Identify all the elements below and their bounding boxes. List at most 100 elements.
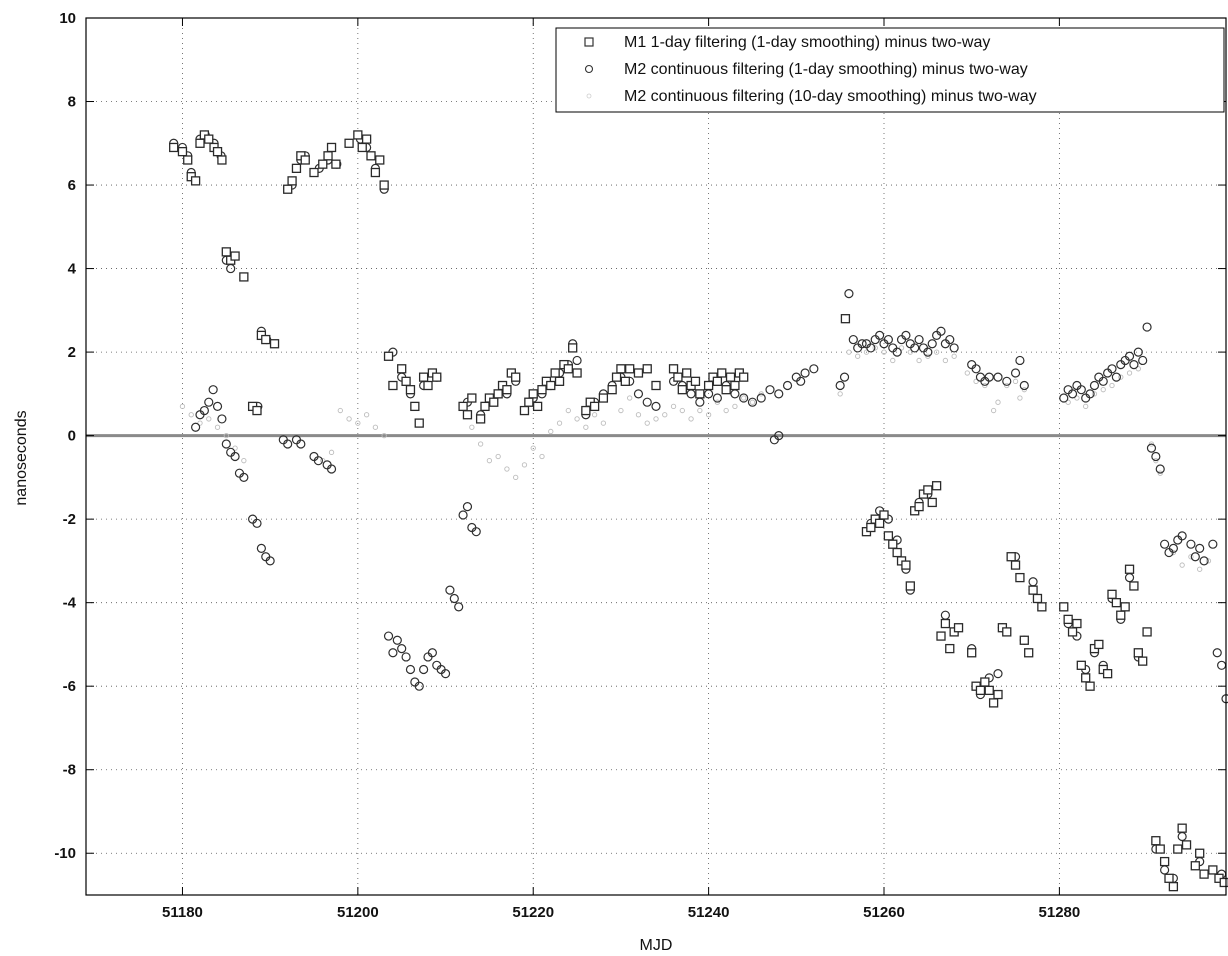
- data-point-square: [357, 142, 367, 153]
- data-point-circle: [212, 401, 223, 411]
- data-point-square: [1219, 877, 1228, 888]
- data-point-dot: [732, 403, 738, 410]
- data-point-circle: [892, 347, 902, 357]
- x-tick-label: 51220: [512, 904, 554, 921]
- data-point-square: [383, 351, 394, 361]
- data-point-square: [984, 685, 994, 696]
- data-point-dot: [1188, 554, 1194, 560]
- data-point-dot: [565, 407, 571, 414]
- y-tick-label: -4: [63, 595, 77, 612]
- data-point-square: [739, 372, 749, 382]
- data-point-dot: [964, 370, 970, 376]
- data-point-circle: [1155, 464, 1165, 474]
- data-point-square: [1085, 681, 1095, 691]
- data-point-dot: [337, 407, 343, 414]
- data-point-square: [1015, 572, 1025, 583]
- data-point-dot: [1179, 562, 1185, 568]
- data-point-square: [353, 130, 363, 140]
- data-point-dot: [188, 412, 194, 418]
- data-point-square: [1190, 861, 1200, 871]
- data-point-square: [1155, 844, 1165, 854]
- data-point-circle: [1142, 322, 1152, 332]
- data-point-dot: [363, 412, 370, 418]
- data-point-square: [183, 155, 193, 165]
- data-point-square: [366, 151, 376, 161]
- data-point-square: [546, 380, 556, 391]
- data-point-square: [888, 539, 898, 549]
- data-point-circle: [765, 385, 775, 395]
- data-point-circle: [1195, 543, 1205, 553]
- data-point-square: [323, 151, 333, 161]
- data-point-dot: [1126, 370, 1133, 376]
- data-point-circle: [1019, 380, 1029, 391]
- data-point-square: [331, 159, 341, 169]
- data-point-circle: [875, 330, 885, 340]
- data-point-circle: [949, 343, 959, 353]
- data-point-square: [432, 372, 442, 382]
- data-point-dot: [973, 378, 979, 384]
- data-point-square: [993, 689, 1003, 700]
- data-point-square: [532, 401, 543, 412]
- data-point-circle: [265, 556, 275, 566]
- data-point-square: [405, 385, 416, 395]
- data-point-square: [651, 380, 661, 391]
- data-point-circle: [419, 664, 429, 675]
- data-point-circle: [927, 339, 937, 349]
- data-point-circle: [256, 543, 266, 553]
- data-point-circle: [756, 393, 766, 403]
- data-point-square: [212, 146, 223, 157]
- data-point-square: [717, 368, 727, 378]
- data-point-square: [190, 176, 201, 186]
- data-point-circle: [1089, 380, 1100, 391]
- data-point-dot: [346, 416, 352, 422]
- data-point-square: [1107, 589, 1117, 599]
- data-point-square: [936, 631, 946, 641]
- data-point-circle: [572, 355, 582, 366]
- data-point-square: [475, 414, 486, 424]
- data-point-dot: [942, 357, 949, 364]
- data-point-square: [1028, 585, 1038, 595]
- data-point-square: [1133, 648, 1143, 658]
- data-point-circle: [914, 334, 924, 345]
- data-point-circle: [839, 372, 850, 382]
- plot-area: [86, 18, 1226, 895]
- data-point-circle: [1076, 385, 1086, 395]
- data-point-square: [568, 343, 578, 353]
- data-point-circle: [1067, 389, 1078, 399]
- data-point-dot: [1148, 441, 1155, 447]
- data-point-circle: [440, 669, 451, 679]
- data-point-dot: [749, 399, 756, 405]
- data-point-square: [563, 364, 573, 374]
- data-point-dot: [982, 382, 988, 389]
- data-point-square: [1067, 627, 1078, 637]
- data-point-square: [283, 184, 293, 194]
- x-tick-label: 51280: [1039, 904, 1081, 921]
- data-point-square: [682, 368, 692, 378]
- data-point-circle: [445, 585, 455, 595]
- data-point-circle: [835, 380, 845, 391]
- data-point-square: [1164, 873, 1174, 883]
- data-point-square: [1138, 656, 1148, 666]
- data-point-dot: [241, 458, 247, 464]
- data-point-square: [1177, 823, 1187, 833]
- data-point-dot: [872, 345, 878, 351]
- data-point-dot: [600, 420, 607, 426]
- data-point-circle: [230, 451, 240, 462]
- data-point-circle: [1168, 543, 1178, 553]
- data-point-square: [1102, 669, 1113, 679]
- data-point-square: [344, 138, 354, 148]
- data-point-dot: [846, 349, 852, 355]
- data-point-square: [537, 385, 547, 395]
- data-point-dot: [995, 399, 1001, 405]
- y-tick-label: -6: [63, 678, 76, 695]
- data-point-square: [1124, 564, 1135, 574]
- data-point-circle: [326, 464, 337, 474]
- data-point-square: [370, 167, 381, 178]
- data-point-circle: [405, 664, 416, 675]
- data-point-circle: [1160, 539, 1170, 549]
- data-point-dot: [933, 349, 940, 355]
- data-point-dot: [556, 420, 563, 426]
- data-point-circle: [1208, 539, 1218, 549]
- data-point-circle: [796, 376, 806, 386]
- data-point-circle: [221, 439, 231, 449]
